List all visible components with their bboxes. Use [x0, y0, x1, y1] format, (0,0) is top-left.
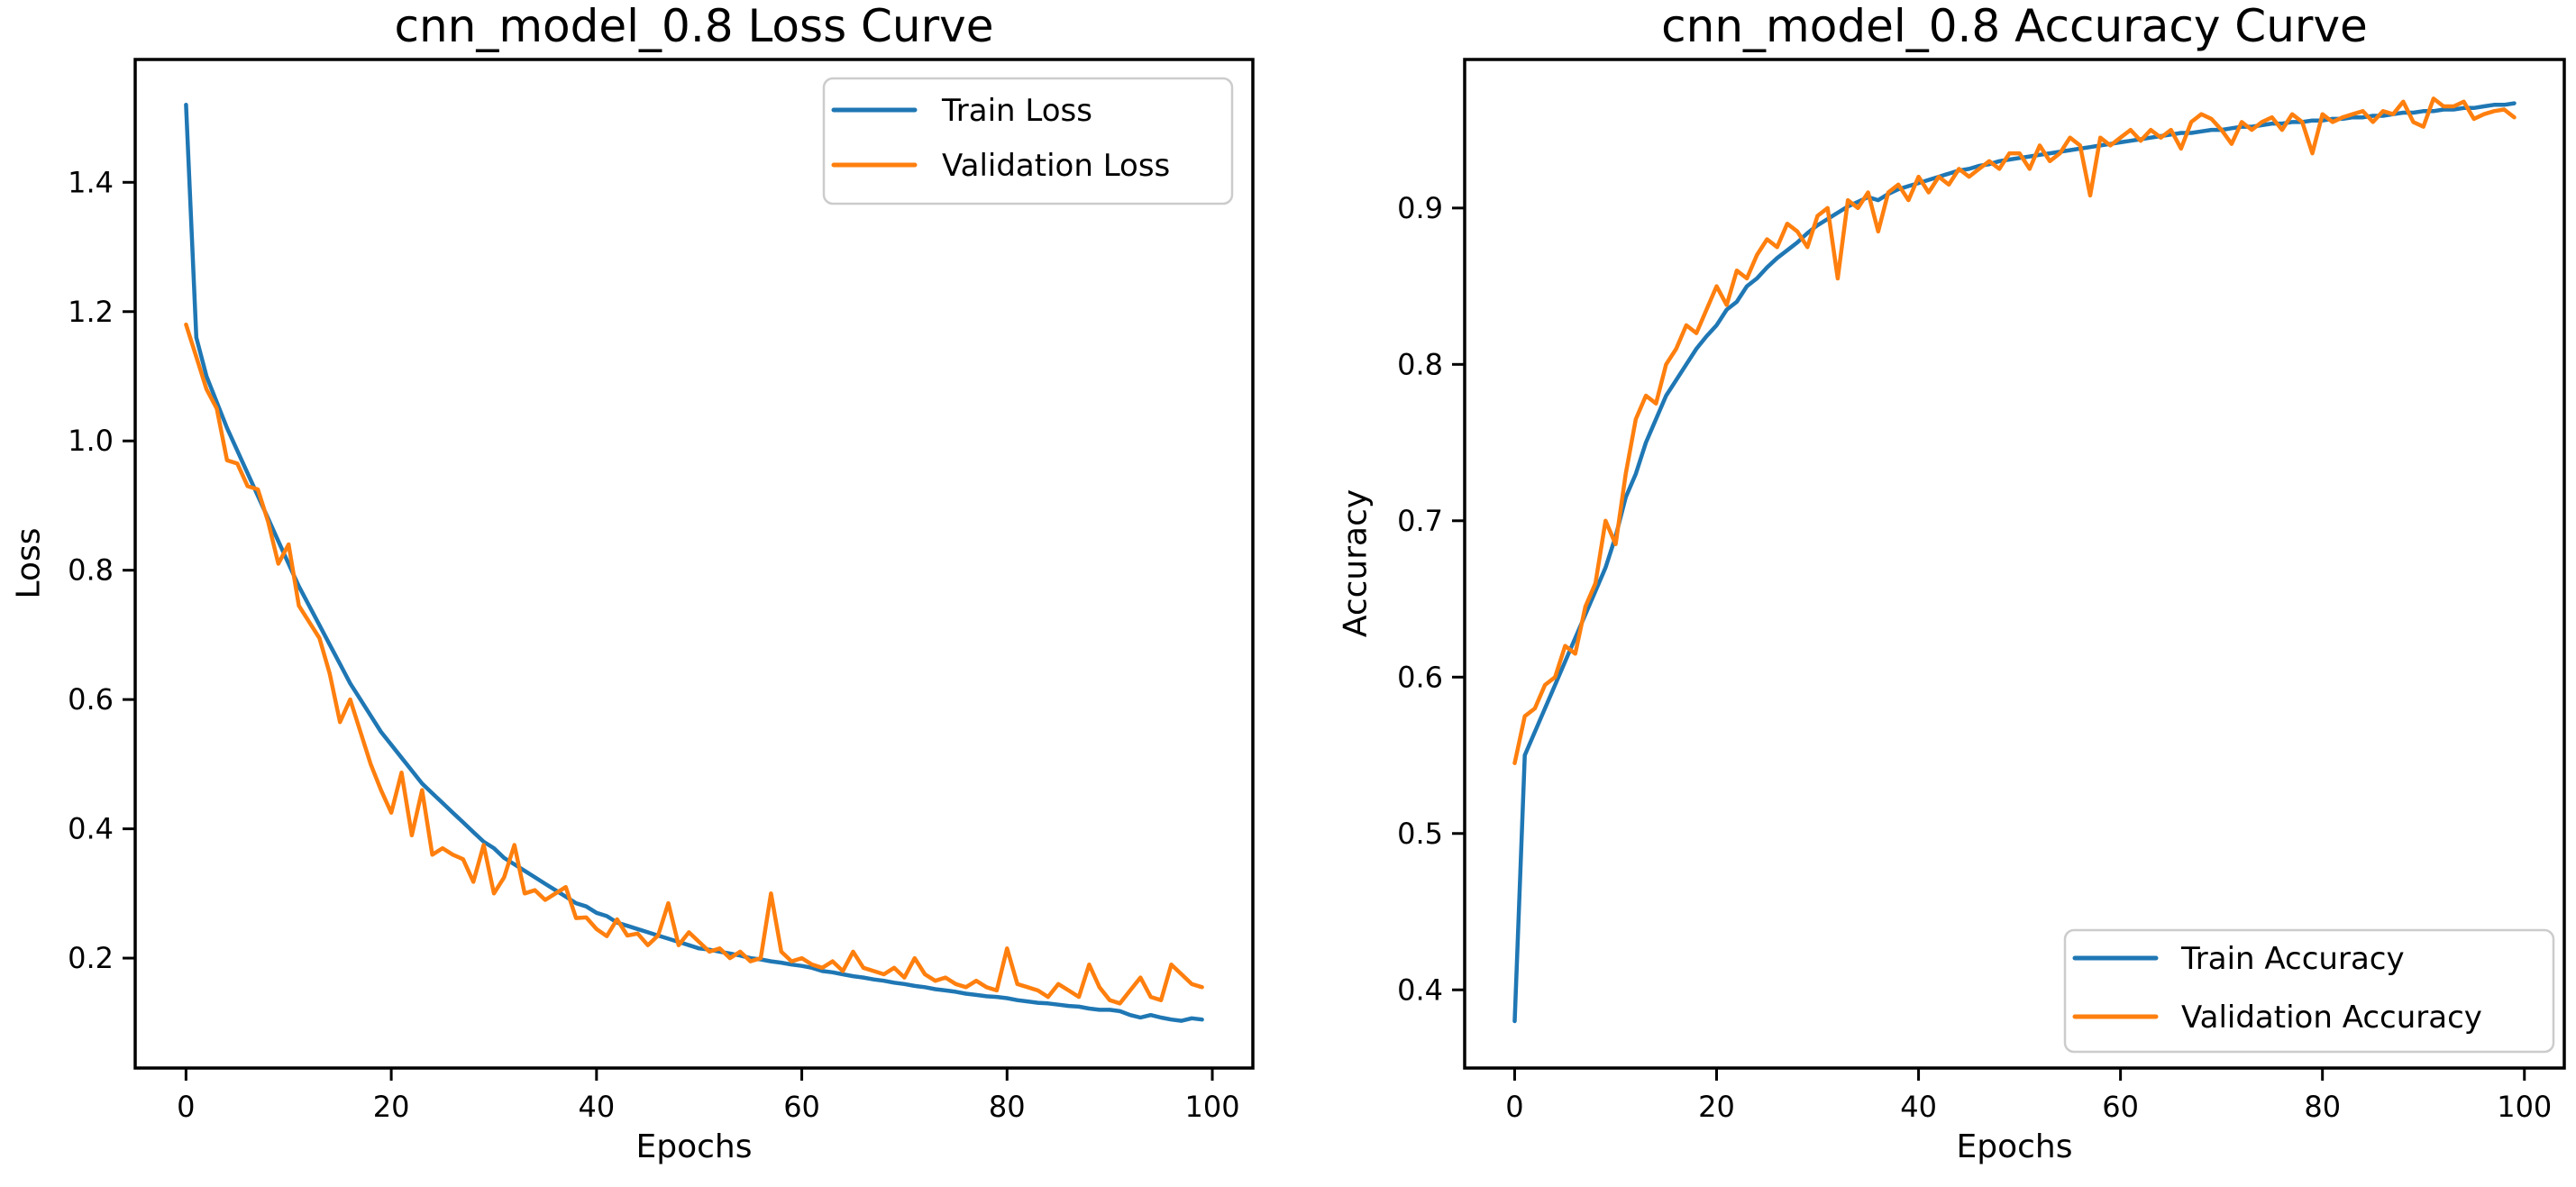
y-tick-label: 0.6	[68, 682, 114, 717]
x-tick-label: 20	[1698, 1090, 1735, 1124]
y-tick-label: 1.2	[68, 295, 114, 329]
x-tick-label: 80	[2304, 1090, 2341, 1124]
left-chart-title: cnn_model_0.8 Loss Curve	[394, 0, 994, 52]
legend-label-train-accuracy: Train Accuracy	[2180, 941, 2405, 977]
axes-frame	[1463, 58, 2566, 1070]
x-tick-label: 40	[1900, 1090, 1937, 1124]
train-loss-line	[184, 102, 1204, 1023]
axes-frame	[133, 58, 1255, 1070]
legend-label-train-loss: Train Loss	[941, 93, 1092, 129]
legend-box	[822, 77, 1234, 205]
y-tick-label: 0.9	[1397, 191, 1443, 225]
validation-accuracy-line	[1512, 96, 2517, 765]
right-chart-title: cnn_model_0.8 Accuracy Curve	[1661, 0, 2368, 52]
train-accuracy-line	[1512, 101, 2517, 1024]
y-tick-label: 0.4	[1397, 972, 1443, 1007]
legend-label-validation-loss: Validation Loss	[942, 148, 1170, 184]
x-tick-label: 100	[1184, 1090, 1239, 1124]
legend-box	[2063, 928, 2555, 1054]
x-tick-label: 0	[1505, 1090, 1523, 1124]
legend-label-validation-accuracy: Validation Accuracy	[2181, 1000, 2482, 1036]
validation-loss-line	[184, 322, 1204, 1006]
right-chart-xlabel: Epochs	[1956, 1128, 2073, 1165]
y-tick-label: 0.2	[68, 941, 114, 975]
y-tick-label: 0.8	[1397, 347, 1443, 381]
y-tick-label: 1.0	[68, 424, 114, 458]
x-tick-label: 40	[578, 1090, 615, 1124]
y-tick-label: 0.5	[1397, 817, 1443, 851]
x-tick-label: 80	[989, 1090, 1026, 1124]
y-tick-label: 0.7	[1397, 504, 1443, 538]
left-chart-ylabel: Loss	[10, 527, 48, 599]
chart-cnn_model_0.8-accuracy-curve: 0 20 40 60 80 100 0.4 0.5 0.6 0.7 0.8 0.9 Train Accu…	[1397, 58, 2566, 1124]
x-tick-label: 60	[783, 1090, 820, 1124]
right-chart-ylabel: Accuracy	[1337, 488, 1375, 638]
chart-cnn_model_0.8-loss-curve: 0 20 40 60 80 100 0.2 0.4 0.6 0.8 1.0 1.2 1.4 Train L…	[68, 58, 1255, 1124]
y-tick-label: 0.4	[68, 812, 114, 846]
legend-cnn_model_0.8-loss-curve: Train Loss Validation Loss	[822, 77, 1234, 205]
x-tick-label: 20	[373, 1090, 410, 1124]
y-tick-label: 0.6	[1397, 660, 1443, 694]
left-chart-xlabel: Epochs	[635, 1128, 753, 1165]
legend-cnn_model_0.8-accuracy-curve: Train Accuracy Validation Accuracy	[2063, 928, 2555, 1054]
x-tick-label: 100	[2497, 1090, 2552, 1124]
y-tick-label: 0.8	[68, 553, 114, 588]
x-tick-label: 0	[177, 1090, 195, 1124]
x-tick-label: 60	[2102, 1090, 2139, 1124]
y-tick-label: 1.4	[68, 165, 114, 199]
